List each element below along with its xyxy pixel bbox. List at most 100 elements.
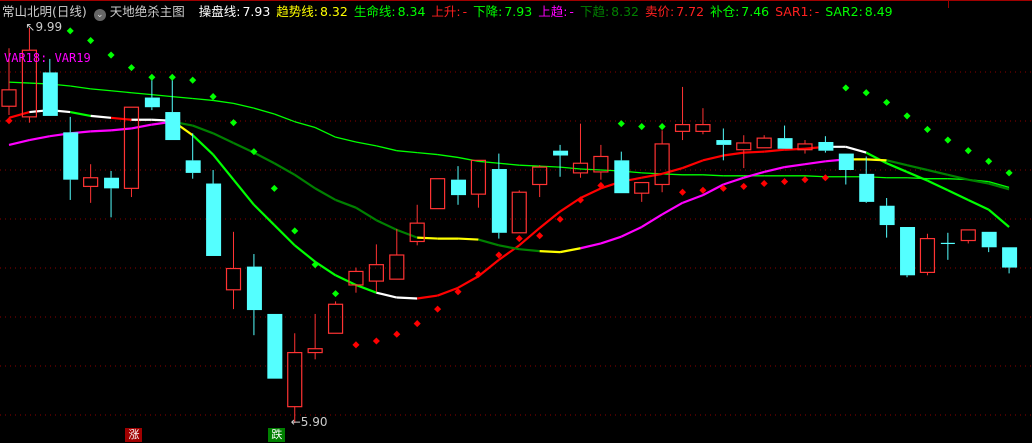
sar-dot bbox=[597, 181, 605, 189]
candle bbox=[389, 228, 405, 280]
indicator-value-item: 补仓: 7.46 bbox=[710, 4, 769, 19]
indicator-label: SAR2: bbox=[825, 4, 863, 19]
series-line-segment bbox=[600, 235, 622, 245]
series-line-segment bbox=[559, 197, 582, 213]
indicator-value: 7.93 bbox=[242, 4, 271, 19]
sar-dot bbox=[740, 182, 748, 190]
indicator-name: 天地绝杀主图 bbox=[109, 4, 185, 19]
candle-body bbox=[206, 183, 222, 256]
series-line-segment bbox=[396, 228, 418, 239]
series-line-segment bbox=[253, 107, 275, 115]
sar-dot bbox=[883, 98, 891, 106]
series-line-segment bbox=[191, 134, 214, 156]
series-line-segment bbox=[764, 148, 785, 153]
series-line-segment bbox=[375, 219, 398, 231]
candle bbox=[572, 123, 589, 178]
candle bbox=[797, 140, 813, 154]
series-line-segment bbox=[131, 92, 152, 96]
candle-body bbox=[553, 150, 569, 156]
series-line-segment bbox=[988, 180, 1010, 189]
sar-dot bbox=[148, 73, 156, 81]
series-line-segment bbox=[539, 165, 561, 168]
series-line-segment bbox=[865, 151, 888, 165]
candle-body bbox=[327, 303, 344, 334]
candle-body bbox=[960, 229, 976, 242]
series-line-segment bbox=[661, 201, 684, 216]
series-line-segment bbox=[580, 242, 602, 250]
series-line-segment bbox=[253, 203, 276, 226]
sar-dot bbox=[393, 330, 401, 338]
candle-body bbox=[491, 169, 507, 233]
candle bbox=[1002, 247, 1018, 274]
series-line-segment bbox=[8, 110, 30, 119]
series-line-segment bbox=[192, 124, 214, 135]
indicator-label: 下趋: bbox=[579, 4, 610, 19]
candle bbox=[83, 164, 99, 203]
series-line-segment bbox=[212, 132, 234, 144]
candle-body bbox=[144, 97, 160, 108]
low-price-value: 5.90 bbox=[300, 415, 328, 430]
candle bbox=[716, 128, 732, 161]
candle bbox=[900, 226, 916, 278]
sar-dot bbox=[801, 176, 809, 184]
candle bbox=[879, 198, 895, 238]
series-line-segment bbox=[743, 170, 765, 179]
candle bbox=[593, 144, 609, 180]
series-line-segment bbox=[233, 141, 255, 154]
candle bbox=[634, 181, 650, 202]
series-line-segment bbox=[314, 126, 336, 138]
indicator-value: - bbox=[814, 4, 820, 19]
series-line-segment bbox=[743, 150, 765, 154]
high-price-value: 9.99 bbox=[35, 20, 63, 34]
low-price-label: ←5.90 bbox=[290, 415, 328, 430]
series-line-segment bbox=[784, 147, 806, 151]
series-line-segment bbox=[8, 138, 30, 146]
indicator-value: - bbox=[569, 4, 574, 19]
candle-body bbox=[859, 173, 875, 202]
indicator-value-item: 生命线: 8.34 bbox=[354, 4, 426, 19]
candle-body bbox=[225, 267, 242, 291]
candle-body bbox=[307, 348, 323, 354]
candle-body bbox=[654, 143, 670, 186]
series-line-segment bbox=[233, 102, 255, 109]
series-line-segment bbox=[355, 206, 377, 222]
signal-marker: 涨 bbox=[125, 428, 143, 442]
candle bbox=[756, 135, 772, 149]
series-line-segment bbox=[294, 244, 316, 263]
series-line-segment bbox=[335, 274, 357, 286]
series-line-segment bbox=[498, 244, 520, 251]
candle-body bbox=[572, 162, 589, 174]
candle bbox=[307, 313, 323, 360]
series-line-segment bbox=[478, 160, 499, 164]
candle-body bbox=[614, 160, 630, 194]
series-line-segment bbox=[580, 187, 602, 200]
sar-dot bbox=[536, 232, 544, 240]
candle bbox=[21, 28, 38, 123]
series-line-segment bbox=[294, 173, 316, 190]
series-line-segment bbox=[559, 247, 581, 254]
candle bbox=[470, 159, 487, 208]
series-line-segment bbox=[519, 248, 540, 253]
series-line-segment bbox=[396, 150, 418, 154]
sar-dot bbox=[719, 184, 727, 192]
indicator-value-item: 操盘线: 7.93 bbox=[199, 4, 271, 19]
var-label: VAR18: VAR19 bbox=[4, 51, 91, 65]
candle-body bbox=[348, 270, 364, 286]
series-line-segment bbox=[702, 154, 724, 162]
indicator-value-item: 下降: 7.93 bbox=[473, 4, 532, 19]
dropdown-icon[interactable]: ⌄ bbox=[93, 9, 106, 21]
series-line-segment bbox=[457, 275, 479, 289]
series-line-segment bbox=[723, 151, 744, 157]
series-line-segment bbox=[580, 168, 601, 171]
indicator-value: 8.34 bbox=[397, 4, 426, 19]
series-line-segment bbox=[376, 291, 398, 299]
candle-body bbox=[451, 179, 467, 196]
series-line-segment bbox=[641, 172, 663, 179]
sar-dot bbox=[862, 89, 870, 97]
candle bbox=[287, 333, 303, 424]
series-line-segment bbox=[110, 116, 132, 121]
candle bbox=[409, 204, 425, 246]
top-divider bbox=[948, 0, 949, 8]
candle-body bbox=[430, 178, 446, 210]
